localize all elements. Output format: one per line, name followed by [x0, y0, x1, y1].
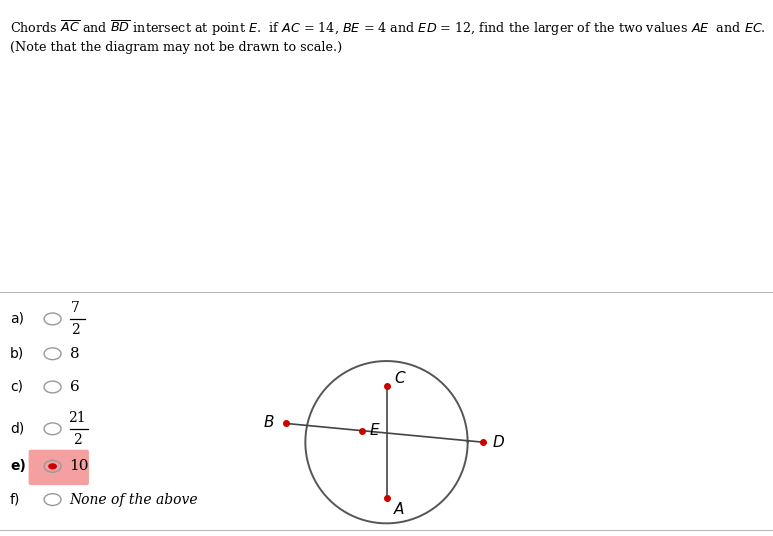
Text: b): b) [10, 347, 24, 361]
Text: $D$: $D$ [492, 434, 506, 450]
Text: 8: 8 [70, 347, 79, 361]
Text: 2: 2 [73, 433, 82, 446]
FancyBboxPatch shape [29, 450, 89, 485]
Text: f): f) [10, 493, 20, 507]
Text: a): a) [10, 312, 24, 326]
Circle shape [48, 463, 57, 470]
Text: 21: 21 [69, 411, 86, 425]
Text: 6: 6 [70, 380, 80, 394]
Text: $B$: $B$ [263, 414, 274, 430]
Text: 10: 10 [70, 459, 89, 473]
Text: None of the above: None of the above [70, 493, 198, 507]
Text: d): d) [10, 422, 24, 436]
Text: $C$: $C$ [394, 370, 407, 386]
Text: e): e) [10, 459, 26, 473]
Text: (Note that the diagram may not be drawn to scale.): (Note that the diagram may not be drawn … [10, 41, 342, 54]
Text: $A$: $A$ [393, 501, 405, 517]
Text: c): c) [10, 380, 23, 394]
Text: $E$: $E$ [369, 422, 381, 438]
Text: Chords $\overline{AC}$ and $\overline{BD}$ intersect at point $E$.  if $AC$ = 14: Chords $\overline{AC}$ and $\overline{BD… [10, 19, 766, 38]
Text: 7: 7 [71, 301, 80, 315]
Text: 2: 2 [71, 323, 80, 337]
